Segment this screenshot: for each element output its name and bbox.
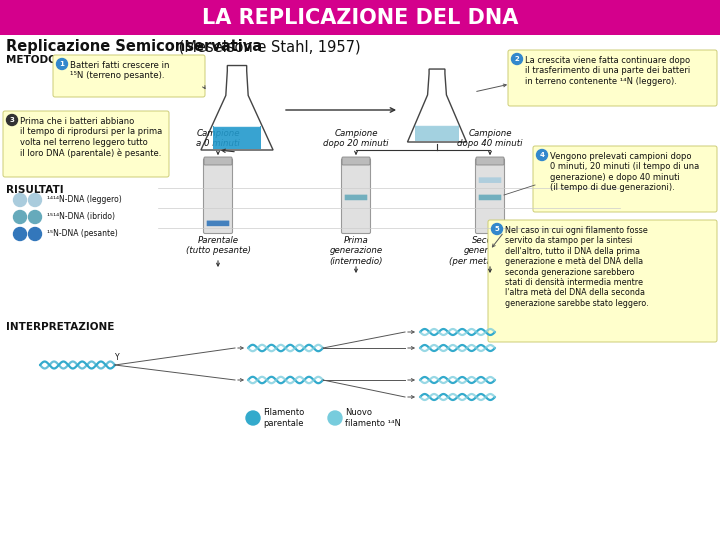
Text: Seconda
generazione
(per metà leggero): Seconda generazione (per metà leggero) — [449, 236, 531, 266]
FancyBboxPatch shape — [207, 220, 229, 226]
Text: 3: 3 — [9, 117, 14, 123]
Text: Campione
a 0 minuti: Campione a 0 minuti — [196, 129, 240, 148]
Text: INTERPRETAZIONE: INTERPRETAZIONE — [6, 322, 114, 332]
Text: 2: 2 — [515, 56, 519, 62]
Text: RISULTATI: RISULTATI — [6, 185, 63, 195]
Circle shape — [29, 227, 42, 240]
Circle shape — [14, 193, 27, 206]
Polygon shape — [212, 126, 261, 149]
FancyBboxPatch shape — [342, 157, 370, 165]
FancyBboxPatch shape — [479, 194, 501, 200]
FancyBboxPatch shape — [508, 50, 717, 106]
FancyBboxPatch shape — [341, 159, 371, 233]
FancyBboxPatch shape — [3, 111, 169, 177]
Text: Campione
dopo 20 minuti: Campione dopo 20 minuti — [323, 129, 389, 148]
Polygon shape — [415, 125, 459, 141]
Text: Filamento
parentale: Filamento parentale — [263, 408, 305, 428]
FancyBboxPatch shape — [53, 55, 205, 97]
Text: 4: 4 — [539, 152, 544, 158]
Text: ¹⁵¹⁴N-DNA (ibrido): ¹⁵¹⁴N-DNA (ibrido) — [47, 213, 115, 221]
FancyBboxPatch shape — [533, 146, 717, 212]
FancyBboxPatch shape — [204, 159, 233, 233]
Text: 5: 5 — [495, 226, 500, 232]
Text: Parentale
(tutto pesante): Parentale (tutto pesante) — [186, 236, 251, 255]
Circle shape — [511, 53, 523, 64]
FancyBboxPatch shape — [475, 159, 505, 233]
Text: Nel caso in cui ogni filamento fosse
servito da stampo per la sintesi
dell'altro: Nel caso in cui ogni filamento fosse ser… — [505, 226, 649, 308]
Text: La crescita viene fatta continuare dopo
il trasferimento di una parte dei batter: La crescita viene fatta continuare dopo … — [525, 56, 690, 86]
Text: Vengono prelevati campioni dopo
0 minuti, 20 minuti (il tempo di una
generazione: Vengono prelevati campioni dopo 0 minuti… — [550, 152, 699, 192]
Text: Campione
dopo 40 minuti: Campione dopo 40 minuti — [457, 129, 523, 148]
Text: 1: 1 — [60, 61, 64, 67]
Text: ¹⁵N-DNA (pesante): ¹⁵N-DNA (pesante) — [47, 230, 118, 239]
Circle shape — [492, 224, 503, 234]
FancyBboxPatch shape — [204, 157, 232, 165]
Circle shape — [246, 411, 260, 425]
Text: Nuovo
filamento ¹⁴N: Nuovo filamento ¹⁴N — [345, 408, 401, 428]
Circle shape — [14, 211, 27, 224]
FancyBboxPatch shape — [345, 194, 367, 200]
FancyBboxPatch shape — [479, 177, 501, 183]
Circle shape — [328, 411, 342, 425]
Text: Prima
generazione
(intermedio): Prima generazione (intermedio) — [329, 236, 383, 266]
Text: (Meselson e Stahl, 1957): (Meselson e Stahl, 1957) — [174, 39, 361, 54]
Circle shape — [29, 211, 42, 224]
Text: Replicazione Semiconservativa: Replicazione Semiconservativa — [6, 39, 262, 54]
Circle shape — [29, 193, 42, 206]
Text: Y: Y — [114, 353, 120, 362]
Polygon shape — [408, 69, 467, 142]
Text: METODO: METODO — [6, 55, 57, 65]
FancyBboxPatch shape — [488, 220, 717, 342]
Circle shape — [536, 150, 547, 160]
Text: ¹⁴¹⁴N-DNA (leggero): ¹⁴¹⁴N-DNA (leggero) — [47, 195, 122, 205]
Circle shape — [6, 114, 17, 125]
Circle shape — [56, 58, 68, 70]
Polygon shape — [201, 65, 273, 150]
Text: Prima che i batteri abbiano
il tempo di riprodursi per la prima
volta nel terren: Prima che i batteri abbiano il tempo di … — [20, 117, 162, 158]
Circle shape — [14, 227, 27, 240]
FancyBboxPatch shape — [476, 157, 504, 165]
Text: Batteri fatti crescere in
¹⁵N (terreno pesante).: Batteri fatti crescere in ¹⁵N (terreno p… — [70, 61, 169, 80]
FancyBboxPatch shape — [0, 0, 720, 35]
Text: LA REPLICAZIONE DEL DNA: LA REPLICAZIONE DEL DNA — [202, 8, 518, 28]
